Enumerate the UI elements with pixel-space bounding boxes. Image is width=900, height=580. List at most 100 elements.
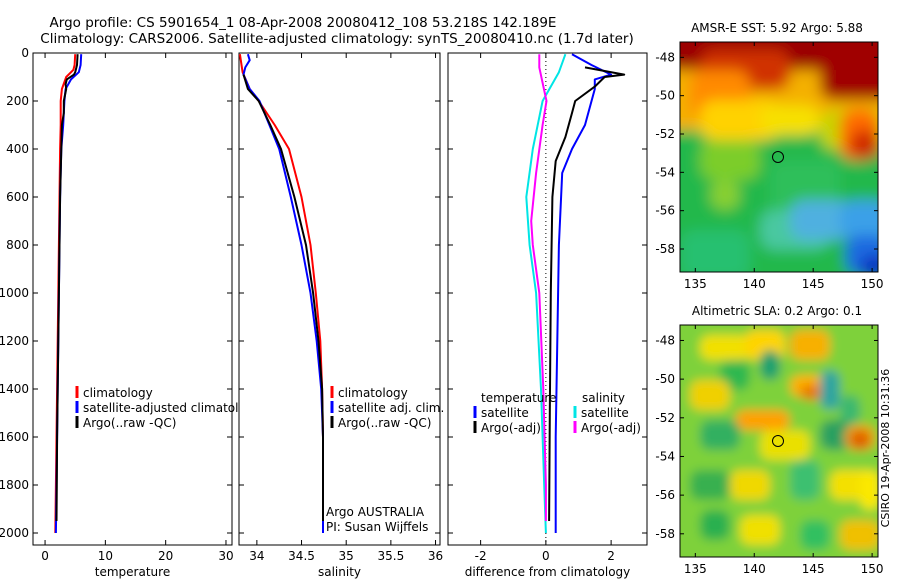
sst-map-title: AMSR-E SST: 5.92 Argo: 5.88 [691, 21, 863, 35]
sst-field-patch-9 [850, 130, 878, 160]
sla-field-patch-24 [860, 470, 878, 510]
depth-tick-label: 1600 [0, 430, 29, 444]
sla-field-patch-22 [800, 520, 830, 550]
temperature-xtick-label: 20 [158, 549, 173, 563]
argo-owner-annotation: PI: Susan Wijffels [326, 520, 428, 534]
depth-tick-label: 1000 [0, 286, 29, 300]
sst-field-patch-10 [700, 140, 760, 180]
depth-tick-label: 400 [6, 142, 29, 156]
salinity-panel: 34 34.5 35 35.5 36 salinity climatologysatelli… [238, 52, 444, 579]
difference-series-0 [554, 53, 613, 533]
sla_map-lon-label: 135 [684, 562, 707, 576]
sst_map-lat-label: -48 [655, 50, 675, 64]
sla-field-patch-16 [690, 470, 730, 500]
sla-field-patch-4 [760, 350, 780, 380]
sla-field-patch-3 [720, 360, 750, 390]
difference-xtick-label: -2 [475, 549, 487, 563]
sla_map-lon-label: 145 [802, 562, 825, 576]
salinity-series-2 [242, 74, 324, 521]
temperature-xtick-label: 0 [41, 549, 49, 563]
sst_map-lon-label: 135 [684, 277, 707, 291]
diff-legend-salinity-header: salinity [582, 391, 625, 405]
difference-panel: -2 0 2 difference from climatology temperatu… [447, 52, 648, 579]
sst-field-patch-17 [680, 230, 750, 272]
figure-title-line2: Climatology: CARS2006. Satellite-adjuste… [40, 31, 633, 47]
temperature-panel: 0 10 20 30 temperature 0 200 400 600 800 1000 1200 1… [0, 46, 261, 579]
sst_map-lat-label: -50 [655, 89, 675, 103]
depth-tick-label: 1400 [0, 382, 29, 396]
sla_map-lat-label: -52 [655, 411, 675, 425]
salinity-xtick-label: 34.5 [288, 549, 315, 563]
depth-tick-label: 2000 [0, 526, 29, 540]
difference-axes-box [447, 52, 648, 546]
difference-xtick-label: 0 [542, 549, 550, 563]
temperature-xtick-label: 30 [218, 549, 233, 563]
sst-field-patch-5 [760, 105, 820, 135]
depth-tick-label: 0 [21, 46, 29, 60]
temperature-xlabel: temperature [95, 565, 170, 579]
temperature-axes-box [32, 52, 233, 546]
diff-legend-label: Argo(-adj) [481, 421, 541, 435]
sla_map-lat-label: -50 [655, 372, 675, 386]
sla_map-lon-label: 140 [743, 562, 766, 576]
sla-field-patch-6 [800, 385, 825, 400]
sla-field-patch-21 [740, 515, 780, 545]
sla-field-patch-10 [735, 410, 790, 430]
sla-field-patch-12 [760, 430, 810, 460]
depth-tick-label: 200 [6, 94, 29, 108]
sst_map-lon-label: 150 [861, 277, 884, 291]
sla_map-lon-label: 150 [861, 562, 884, 576]
sst-field-patch-14 [840, 200, 878, 240]
sla-field-patch-18 [790, 460, 820, 500]
sla-argo-location-marker [772, 435, 784, 447]
sst-field-patch-7 [820, 42, 878, 100]
sla-map: Altimetric SLA: 0.2 Argo: 0.1 135 140 145 1… [655, 304, 884, 576]
sla-field-patch-15 [850, 430, 870, 450]
sst_map-lat-label: -58 [655, 242, 675, 256]
sla-field-patch-8 [840, 395, 860, 425]
difference-series-3 [530, 54, 548, 521]
figure-title-line1: Argo profile: CS 5901654_1 08-Apr-2008 2… [50, 15, 557, 31]
sst-field-patch-13 [790, 200, 850, 240]
sla-field-patch-2 [790, 330, 830, 360]
csiro-timestamp: CSIRO 19-Apr-2008 10:31:36 [879, 369, 892, 528]
temperature-xtick-label: 10 [98, 549, 113, 563]
difference-xtick-label: 2 [607, 549, 615, 563]
sst_map-lat-label: -56 [655, 204, 675, 218]
sst_map-lat-label: -54 [655, 165, 675, 179]
sla_map-lat-label: -54 [655, 449, 675, 463]
difference-series-1 [548, 66, 626, 522]
depth-tick-label: 1200 [0, 334, 29, 348]
sla_map-lat-label: -58 [655, 527, 675, 541]
sst-field-patch-16 [860, 255, 878, 272]
sla-field-patch-20 [700, 510, 730, 540]
salinity-legend-label: climatology [338, 386, 408, 400]
sla-map-title: Altimetric SLA: 0.2 Argo: 0.1 [692, 304, 862, 318]
temperature-legend-label: Argo(..raw -QC) [83, 416, 176, 430]
temperature-series-2 [55, 54, 79, 522]
sla-field-patch-11 [700, 420, 740, 450]
difference-xlabel: difference from climatology [465, 565, 631, 579]
diff-legend-temperature-header: temperature [481, 391, 556, 405]
sla-field-patch-0 [700, 335, 750, 360]
sst-map: AMSR-E SST: 5.92 Argo: 5.88 135 140 145 150… [655, 21, 884, 291]
sst_map-lon-label: 140 [743, 277, 766, 291]
diff-legend-label: satellite [581, 406, 629, 420]
salinity-xlabel: salinity [318, 565, 361, 579]
sst_map-lon-label: 145 [802, 277, 825, 291]
salinity-xtick-label: 36 [428, 549, 443, 563]
diff-legend-label: satellite [481, 406, 529, 420]
sla_map-lat-label: -48 [655, 333, 675, 347]
salinity-xtick-label: 35.5 [378, 549, 405, 563]
salinity-legend-label: Argo(..raw -QC) [338, 416, 431, 430]
sla-field-patch-17 [730, 470, 770, 500]
difference-series-2 [525, 53, 567, 534]
sst-argo-location-marker [772, 151, 784, 163]
sla-field-patch-9 [690, 380, 730, 410]
salinity-xtick-label: 34 [249, 549, 264, 563]
depth-tick-label: 600 [6, 190, 29, 204]
salinity-legend-label: satellite adj. clim. [338, 401, 444, 415]
sla-field-patch-7 [820, 370, 840, 410]
sst-field-patch-4 [700, 100, 780, 140]
